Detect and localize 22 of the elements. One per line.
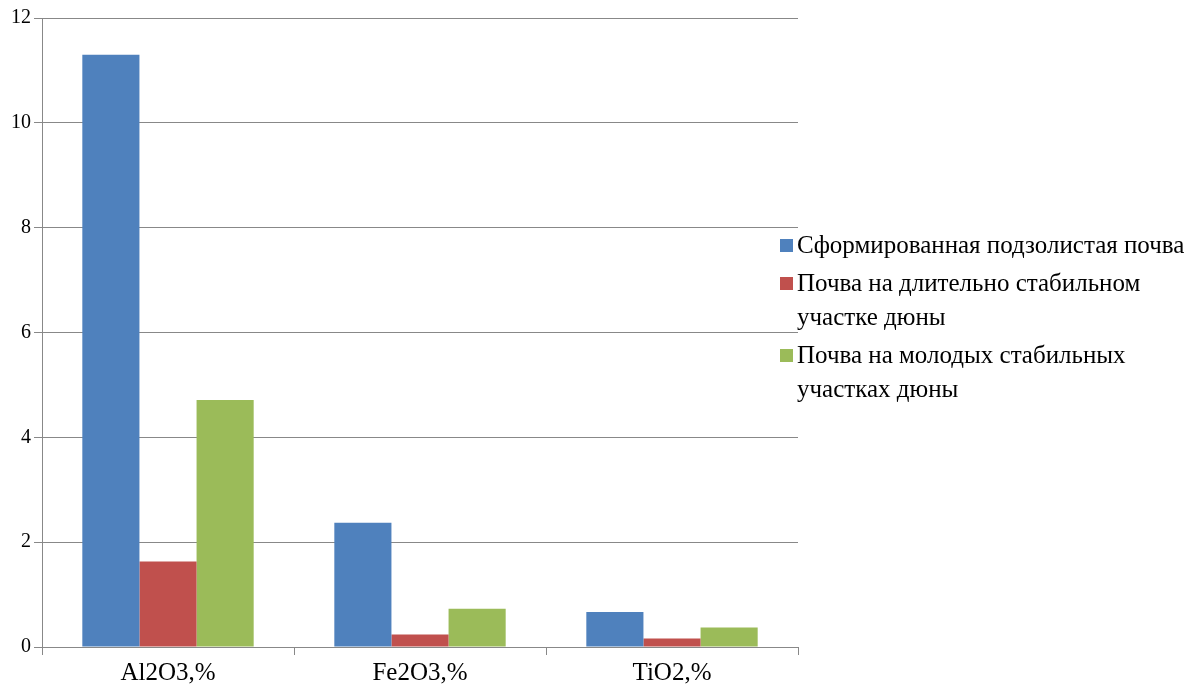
bar [334, 522, 392, 647]
x-tick-label: Al2O3,% [120, 657, 216, 685]
y-tick-label: 8 [21, 214, 31, 237]
bar [700, 627, 758, 647]
y-tick-label: 10 [11, 110, 31, 133]
x-tick-label: Fe2O3,% [372, 657, 468, 685]
y-tick-label: 2 [21, 529, 31, 552]
bar [196, 400, 254, 647]
y-tick-label: 0 [21, 634, 31, 657]
bar [82, 54, 140, 647]
y-tick-label: 6 [21, 319, 31, 342]
y-tick-label: 4 [21, 424, 31, 447]
bar [643, 638, 701, 647]
bar [391, 634, 449, 647]
bar [448, 608, 506, 647]
bar [139, 561, 197, 647]
y-tick-label: 12 [11, 5, 31, 28]
legend-label: Почва на длительно стабильном участке дюны [797, 268, 1142, 332]
legend-label: Сформированная подзолистая почва [797, 230, 1185, 260]
bar [586, 611, 644, 647]
x-tick-label: TiO2,% [632, 657, 712, 685]
legend-label: Почва на молодых стабильных участках дюны [797, 340, 1127, 404]
